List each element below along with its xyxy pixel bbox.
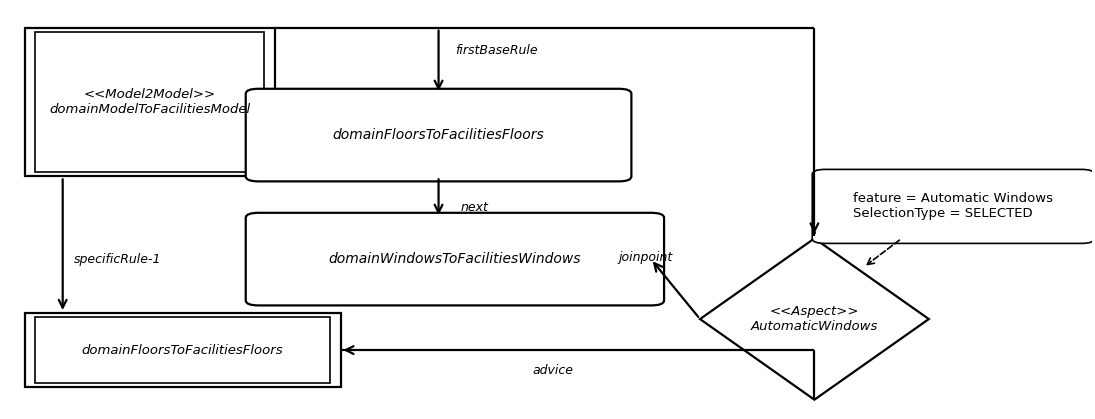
Bar xyxy=(24,313,341,387)
FancyBboxPatch shape xyxy=(245,213,664,305)
Text: <<Model2Model>>
domainModelToFacilitiesModel: <<Model2Model>> domainModelToFacilitiesM… xyxy=(49,88,251,116)
FancyBboxPatch shape xyxy=(812,169,1094,243)
Text: domainFloorsToFacilitiesFloors: domainFloorsToFacilitiesFloors xyxy=(82,344,284,357)
Text: firstBaseRule: firstBaseRule xyxy=(454,44,538,57)
Bar xyxy=(24,28,275,176)
Bar xyxy=(35,32,264,172)
Text: domainFloorsToFacilitiesFloors: domainFloorsToFacilitiesFloors xyxy=(333,128,544,142)
Text: domainWindowsToFacilitiesWindows: domainWindowsToFacilitiesWindows xyxy=(328,252,581,266)
Bar xyxy=(35,317,330,383)
FancyBboxPatch shape xyxy=(245,89,632,181)
Text: <<Aspect>>
AutomaticWindows: <<Aspect>> AutomaticWindows xyxy=(751,305,878,333)
Text: advice: advice xyxy=(532,364,574,377)
Text: next: next xyxy=(460,201,488,214)
Text: joinpoint: joinpoint xyxy=(619,251,672,264)
Text: specificRule-1: specificRule-1 xyxy=(73,253,161,266)
Text: feature = Automatic Windows
SelectionType = SELECTED: feature = Automatic Windows SelectionTyp… xyxy=(853,192,1053,220)
Polygon shape xyxy=(700,238,929,400)
